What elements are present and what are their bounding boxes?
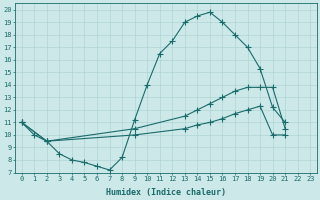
X-axis label: Humidex (Indice chaleur): Humidex (Indice chaleur) (106, 188, 226, 197)
